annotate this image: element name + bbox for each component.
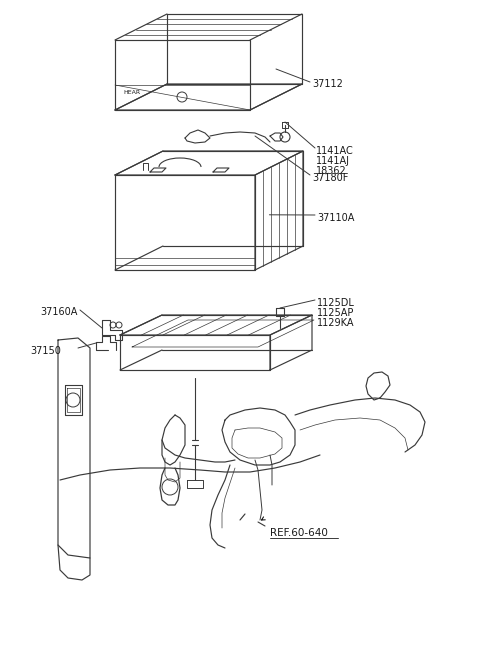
Text: 1141AJ: 1141AJ (316, 156, 350, 166)
Text: 37180F: 37180F (312, 173, 348, 183)
Text: 37110A: 37110A (317, 213, 354, 223)
Text: HEAR: HEAR (123, 90, 140, 95)
Text: 37112: 37112 (312, 79, 343, 89)
Text: 37160A: 37160A (40, 307, 77, 317)
Text: 1129KA: 1129KA (317, 318, 355, 328)
Text: 1141AC: 1141AC (316, 146, 354, 156)
Text: 18362: 18362 (316, 166, 347, 176)
Text: 1125DL: 1125DL (317, 298, 355, 308)
Text: 37150: 37150 (30, 346, 61, 356)
Text: 1125AP: 1125AP (317, 308, 354, 318)
Text: REF.60-640: REF.60-640 (270, 528, 328, 538)
